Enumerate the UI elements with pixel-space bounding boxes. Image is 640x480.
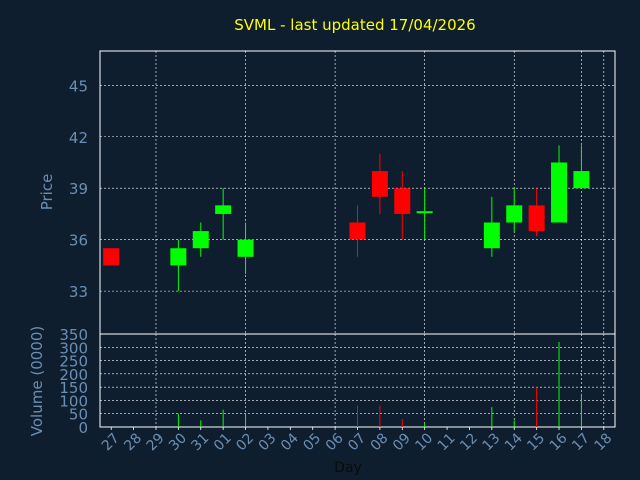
volume-y-tick-label: 300 bbox=[59, 339, 88, 357]
candlestick-series bbox=[103, 145, 590, 292]
candle-body bbox=[573, 171, 590, 189]
candle-body bbox=[506, 205, 523, 223]
volume-y-tick-label: 0 bbox=[78, 419, 88, 437]
candle-body bbox=[371, 171, 388, 197]
candle-body bbox=[483, 222, 500, 249]
x-axis-label: Day bbox=[334, 460, 362, 476]
candle-body bbox=[237, 239, 254, 257]
price-y-tick-label: 42 bbox=[69, 129, 88, 147]
candle-body bbox=[170, 248, 187, 266]
volume-y-tick-label: 350 bbox=[59, 326, 88, 344]
candle-body bbox=[416, 211, 433, 214]
price-y-tick-label: 45 bbox=[69, 77, 88, 95]
volume-axis-label: Volume (0000) bbox=[28, 326, 46, 436]
price-y-tick-label: 39 bbox=[69, 180, 88, 198]
volume-y-tick-label: 50 bbox=[69, 406, 88, 424]
candle-body bbox=[349, 222, 366, 240]
volume-series bbox=[177, 341, 582, 427]
price-axis-label: Price bbox=[38, 174, 56, 211]
price-y-tick-label: 36 bbox=[69, 232, 88, 250]
candle-body bbox=[103, 248, 120, 266]
candle-body bbox=[551, 162, 568, 223]
price-y-tick-labels: 33 36 39 42 45 bbox=[69, 77, 88, 301]
x-tick-labels: 2728293031010203040506070809101112131415… bbox=[99, 427, 615, 454]
candle-body bbox=[215, 205, 232, 214]
volume-y-tick-label: 250 bbox=[59, 353, 88, 371]
volume-y-tick-label: 150 bbox=[59, 379, 88, 397]
chart-title: SVML - last updated 17/04/2026 bbox=[234, 16, 475, 34]
price-y-tick-label: 33 bbox=[69, 283, 88, 301]
candle-body bbox=[528, 205, 545, 232]
candle-body bbox=[192, 231, 209, 249]
candle-body bbox=[394, 188, 411, 214]
volume-y-tick-label: 100 bbox=[59, 392, 88, 410]
volume-y-tick-label: 200 bbox=[59, 366, 88, 384]
